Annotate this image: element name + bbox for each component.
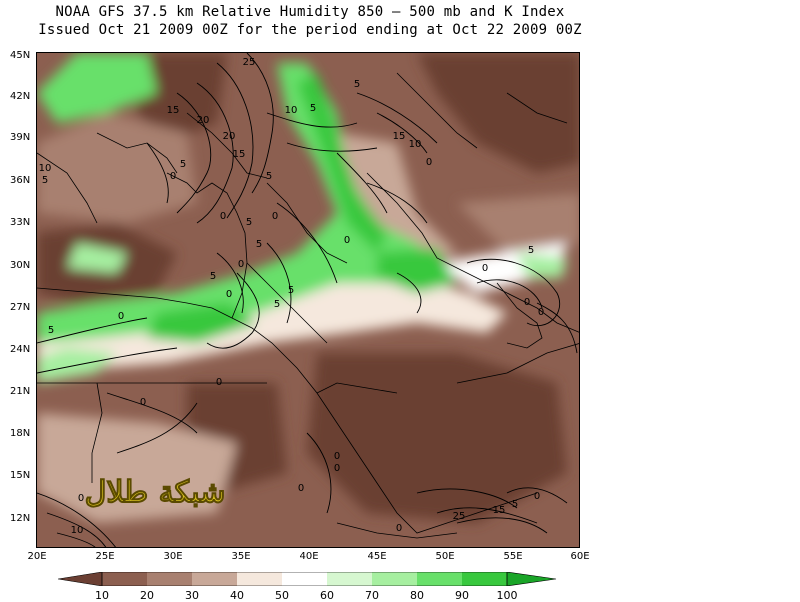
contour-label: 5 bbox=[210, 271, 216, 282]
colorbar-segment bbox=[237, 572, 282, 586]
lat-label: 12N bbox=[10, 513, 31, 524]
humidity-map: 25 15 20 20 15 10 5 5 15 10 0 10 5 5 0 5… bbox=[36, 52, 580, 548]
contour-label: 15 bbox=[233, 149, 246, 160]
lon-label: 25E bbox=[95, 551, 115, 562]
contour-label: 0 bbox=[534, 491, 540, 502]
humidity-field bbox=[37, 53, 579, 523]
contour-label: 0 bbox=[216, 377, 222, 388]
lat-label: 39N bbox=[10, 132, 31, 143]
colorbar-segment bbox=[282, 572, 327, 586]
lon-label: 40E bbox=[299, 551, 319, 562]
colorbar-segment bbox=[462, 572, 507, 586]
contour-label: 5 bbox=[42, 175, 48, 186]
contour-label: 15 bbox=[167, 105, 180, 116]
colorbar-label: 60 bbox=[320, 589, 334, 602]
lat-label: 45N bbox=[10, 50, 31, 61]
map-svg: 25 15 20 20 15 10 5 5 15 10 0 10 5 5 0 5… bbox=[37, 53, 579, 547]
contour-label: 0 bbox=[220, 211, 226, 222]
contour-label: 5 bbox=[310, 103, 316, 114]
contour-label: 0 bbox=[334, 463, 340, 474]
contour-label: 25 bbox=[243, 57, 256, 68]
lat-label: 30N bbox=[10, 260, 31, 271]
contour-label: 5 bbox=[354, 79, 360, 90]
contour-label: 15 bbox=[493, 505, 506, 516]
colorbar-segment bbox=[372, 572, 417, 586]
contour-label: 5 bbox=[288, 285, 294, 296]
contour-label: 0 bbox=[334, 451, 340, 462]
colorbar-arrow-right bbox=[507, 572, 556, 586]
contour-label: 0 bbox=[78, 493, 84, 504]
contour-label: 5 bbox=[246, 217, 252, 228]
colorbar-arrow-left bbox=[58, 572, 102, 586]
lat-label: 15N bbox=[10, 470, 31, 481]
lon-label: 20E bbox=[27, 551, 47, 562]
colorbar-segment bbox=[417, 572, 462, 586]
contour-label: 0 bbox=[272, 211, 278, 222]
colorbar bbox=[58, 572, 557, 586]
contour-label: 5 bbox=[512, 499, 518, 510]
contour-label: 0 bbox=[538, 307, 544, 318]
lat-label: 36N bbox=[10, 175, 31, 186]
colorbar-segment bbox=[102, 572, 147, 586]
contour-label: 5 bbox=[256, 239, 262, 250]
contour-label-group: 25 15 20 20 15 10 5 5 15 10 0 10 5 5 0 5… bbox=[39, 57, 545, 536]
colorbar-label: 20 bbox=[140, 589, 154, 602]
map-subtitle: Issued Oct 21 2009 00Z for the period en… bbox=[38, 22, 582, 38]
lon-label: 50E bbox=[435, 551, 455, 562]
colorbar-label: 70 bbox=[365, 589, 379, 602]
colorbar-label: 10 bbox=[95, 589, 109, 602]
colorbar-label: 50 bbox=[275, 589, 289, 602]
contour-label: 0 bbox=[140, 397, 146, 408]
contour-label: 10 bbox=[39, 163, 52, 174]
contour-label: 0 bbox=[426, 157, 432, 168]
contour-label: 0 bbox=[482, 263, 488, 274]
contour-label: 0 bbox=[118, 311, 124, 322]
contour-label: 5 bbox=[274, 299, 280, 310]
contour-label: 0 bbox=[170, 171, 176, 182]
lon-label: 55E bbox=[503, 551, 523, 562]
contour-label: 0 bbox=[396, 523, 402, 534]
contour-label: 20 bbox=[223, 131, 236, 142]
lat-label: 27N bbox=[10, 302, 31, 313]
coastlines bbox=[37, 72, 579, 539]
colorbar-label: 30 bbox=[185, 589, 199, 602]
contour-label: 10 bbox=[285, 105, 298, 116]
lat-label: 33N bbox=[10, 217, 31, 228]
map-title: NOAA GFS 37.5 km Relative Humidity 850 –… bbox=[55, 4, 565, 20]
contour-label: 25 bbox=[453, 511, 466, 522]
contour-label: 10 bbox=[71, 525, 84, 536]
k-index-contours bbox=[37, 53, 578, 547]
contour-label: 15 bbox=[393, 131, 406, 142]
lat-label: 18N bbox=[10, 428, 31, 439]
contour-label: 0 bbox=[524, 297, 530, 308]
lon-label: 60E bbox=[570, 551, 590, 562]
contour-label: 5 bbox=[528, 245, 534, 256]
contour-label: 20 bbox=[197, 115, 210, 126]
lat-label: 24N bbox=[10, 344, 31, 355]
lon-label: 35E bbox=[231, 551, 251, 562]
lat-label: 42N bbox=[10, 91, 31, 102]
lon-label: 30E bbox=[163, 551, 183, 562]
contour-label: 5 bbox=[48, 325, 54, 336]
watermark-text: شبكة طلال bbox=[85, 475, 226, 510]
colorbar-label: 40 bbox=[230, 589, 244, 602]
colorbar-segment bbox=[327, 572, 372, 586]
lon-label: 45E bbox=[367, 551, 387, 562]
contour-label: 5 bbox=[266, 171, 272, 182]
contour-label: 0 bbox=[226, 289, 232, 300]
contour-label: 5 bbox=[180, 159, 186, 170]
colorbar-segment bbox=[147, 572, 192, 586]
contour-label: 0 bbox=[238, 259, 244, 270]
contour-label: 0 bbox=[298, 483, 304, 494]
colorbar-segment bbox=[192, 572, 237, 586]
colorbar-label: 80 bbox=[410, 589, 424, 602]
contour-label: 10 bbox=[409, 139, 422, 150]
contour-label: 0 bbox=[344, 235, 350, 246]
colorbar-label: 100 bbox=[496, 589, 518, 602]
lat-label: 21N bbox=[10, 386, 31, 397]
watermark-logo: شبكة طلال bbox=[80, 462, 230, 522]
colorbar-label: 90 bbox=[455, 589, 469, 602]
